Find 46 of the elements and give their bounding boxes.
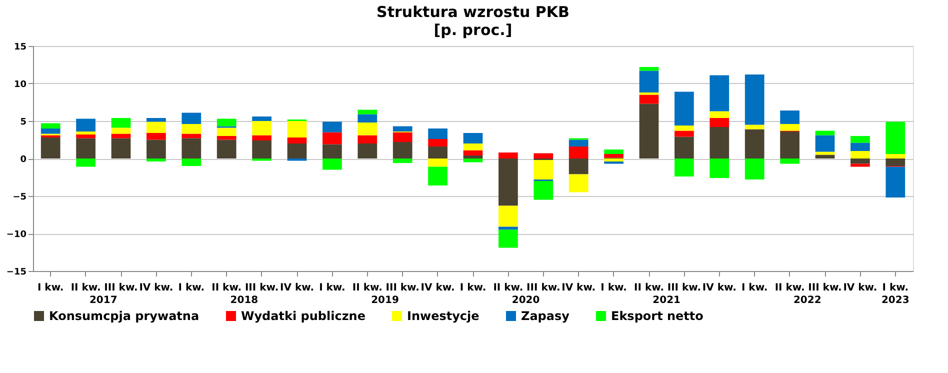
text: 2019: [371, 295, 399, 306]
x-tick-label: III kw.: [244, 282, 279, 294]
chart-subtitle: [p. proc.]: [434, 21, 512, 39]
y-tick-label: 5: [20, 118, 26, 128]
x-tick-label: II kw.: [634, 282, 664, 294]
legend-label: Wydatki publiczne: [241, 309, 366, 323]
text: 2020: [512, 295, 540, 306]
x-tick-label: III kw.: [526, 282, 560, 294]
chart-title: Struktura wzrostu PKB: [376, 3, 570, 21]
y-tick-label: 0: [20, 155, 26, 165]
x-tick-label: II kw.: [493, 282, 524, 294]
x-tick-label: III kw.: [104, 282, 138, 294]
x-tick-label: II kw.: [352, 282, 382, 294]
legend-label: Zapasy: [521, 309, 570, 323]
legend-label: Eksport netto: [611, 309, 704, 323]
x-tick-label: IV kw.: [843, 282, 878, 294]
x-tick-label: IV kw.: [702, 282, 736, 294]
legend-label: Inwestycje: [407, 309, 480, 323]
x-tick-label: III kw.: [667, 282, 702, 294]
text: 2023: [881, 295, 910, 306]
x-tick-label: II kw.: [774, 282, 805, 294]
x-tick-label: IV kw.: [562, 282, 596, 294]
x-tick-label: I kw.: [319, 282, 346, 294]
x-tick-label: III kw.: [808, 282, 842, 294]
text: 2022: [793, 295, 822, 306]
legend-label: Konsumcpja prywatna: [49, 309, 200, 323]
x-tick-label: I kw.: [882, 282, 909, 294]
y-tick-label: 15: [14, 42, 26, 52]
x-tick-label: I kw.: [600, 282, 627, 294]
y-tick-label: −10: [6, 230, 26, 240]
x-tick-label: IV kw.: [139, 282, 174, 294]
x-tick-label: I kw.: [37, 282, 64, 294]
x-tick-label: II kw.: [212, 282, 242, 294]
y-tick-label: −15: [6, 268, 26, 278]
text: 2017: [89, 295, 118, 306]
x-tick-label: IV kw.: [280, 282, 314, 294]
y-tick-label: −5: [12, 192, 26, 202]
y-tick-label: 10: [14, 80, 26, 90]
text: 2018: [230, 295, 258, 306]
x-tick-label: I kw.: [741, 282, 768, 294]
x-tick-label: II kw.: [70, 282, 101, 294]
x-tick-label: III kw.: [386, 282, 420, 294]
x-tick-label: I kw.: [178, 282, 205, 294]
text: 2021: [652, 295, 681, 306]
x-tick-label: I kw.: [460, 282, 486, 294]
x-tick-label: IV kw.: [420, 282, 455, 294]
